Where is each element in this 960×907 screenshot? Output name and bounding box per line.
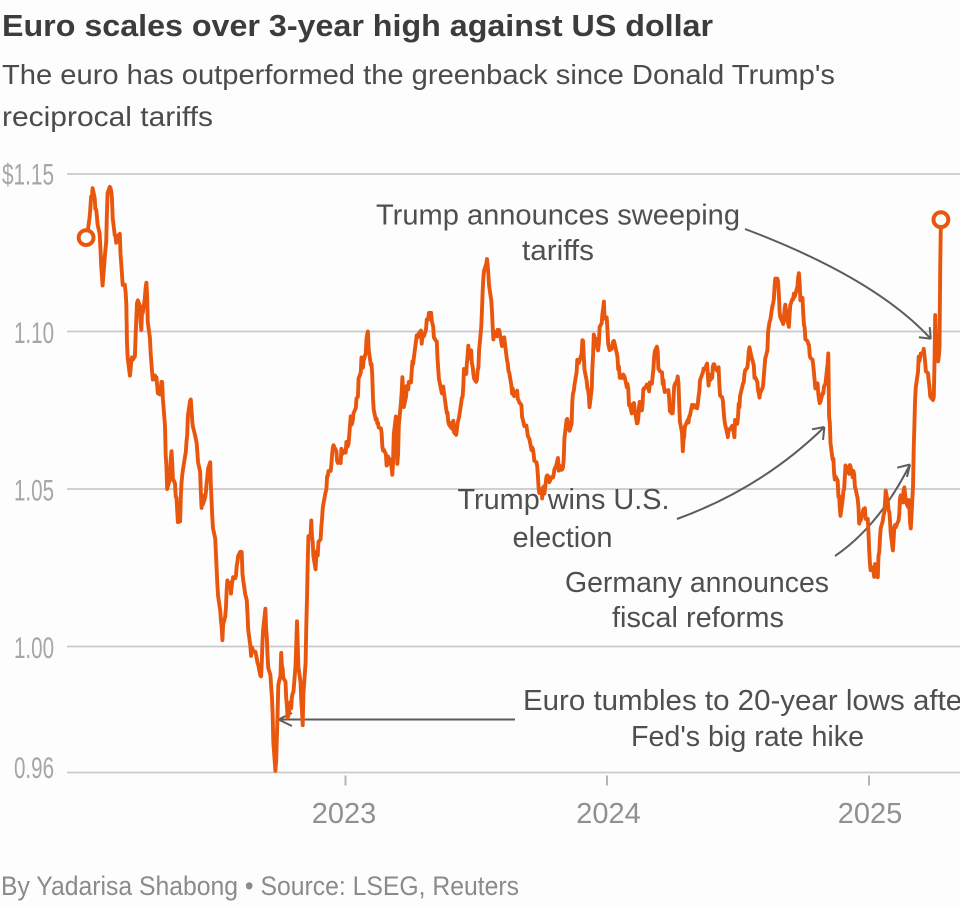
svg-text:1.00: 1.00 [14,632,54,665]
svg-text:2025: 2025 [838,798,903,830]
svg-text:Euro tumbles to 20-year lows a: Euro tumbles to 20-year lows after [523,685,960,717]
svg-text:Euro scales over 3-year high a: Euro scales over 3-year high against US … [2,8,713,43]
svg-text:election: election [513,522,613,554]
svg-text:0.96: 0.96 [14,752,54,785]
svg-text:reciprocal tariffs: reciprocal tariffs [2,101,213,132]
svg-text:2023: 2023 [312,798,377,830]
svg-text:Trump wins U.S.: Trump wins U.S. [458,484,670,516]
svg-text:2024: 2024 [576,798,641,830]
svg-text:The euro has outperformed the: The euro has outperformed the greenback … [2,59,835,90]
svg-text:fiscal reforms: fiscal reforms [612,602,784,634]
svg-text:Trump announces sweeping: Trump announces sweeping [376,200,740,232]
svg-text:$1.15: $1.15 [2,159,54,192]
svg-text:By Yadarisa Shabong • Source:: By Yadarisa Shabong • Source: LSEG, Reut… [1,871,519,901]
svg-text:Germany announces: Germany announces [565,567,829,599]
svg-text:1.05: 1.05 [14,475,54,508]
svg-text:1.10: 1.10 [14,317,54,350]
svg-text:Fed's big rate hike: Fed's big rate hike [631,721,864,753]
svg-text:tariffs: tariffs [522,235,594,267]
